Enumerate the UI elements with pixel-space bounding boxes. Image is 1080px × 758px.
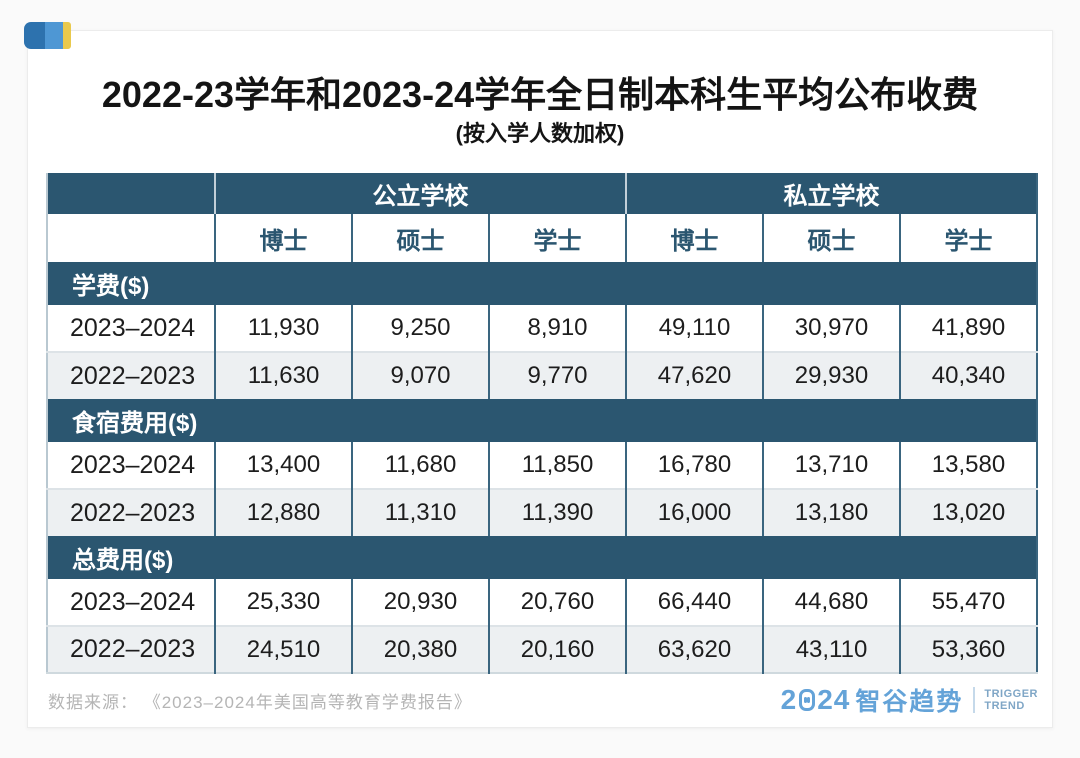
value-cell: 66,440 bbox=[625, 579, 763, 626]
logo-brand-name: 智谷趋势 bbox=[855, 688, 964, 716]
table-row: 2022–2023 24,510 20,380 20,160 63,620 43,110 5… bbox=[47, 625, 1037, 673]
row-label: 2023–2024 bbox=[47, 305, 215, 352]
decoration-dark-blue-block bbox=[24, 22, 45, 49]
value-cell: 44,680 bbox=[762, 579, 900, 626]
infographic-card: 2022-23学年和2023-24学年全日制本科生平均公布收费 (按入学人数加权… bbox=[27, 30, 1053, 728]
value-cell: 11,850 bbox=[488, 442, 626, 489]
value-cell: 49,110 bbox=[625, 305, 763, 352]
column-header: 学士 bbox=[488, 214, 626, 262]
value-cell: 11,680 bbox=[351, 442, 489, 489]
value-cell: 9,770 bbox=[488, 351, 626, 399]
card-footer: 数据来源： 《2023–2024年美国高等教育学费报告》 2 24 智谷趋势 TR… bbox=[46, 683, 1038, 717]
table-row: 2023–2024 25,330 20,930 20,760 66,440 44,680 5… bbox=[47, 579, 1037, 626]
group-header: 公立学校 bbox=[214, 173, 626, 214]
page-title: 2022-23学年和2023-24学年全日制本科生平均公布收费 bbox=[101, 74, 979, 115]
value-cell: 20,930 bbox=[351, 579, 489, 626]
section-header-row: 学费($) bbox=[47, 262, 1037, 305]
value-cell: 25,330 bbox=[214, 579, 352, 626]
logo-year-right: 24 bbox=[817, 684, 851, 715]
value-cell: 13,020 bbox=[899, 488, 1037, 536]
logo-tagline: TRIGGER TREND bbox=[984, 688, 1038, 712]
logo-tagline-line1: TRIGGER bbox=[984, 688, 1038, 700]
value-cell: 43,110 bbox=[762, 625, 900, 673]
value-cell: 55,470 bbox=[899, 579, 1037, 626]
tuition-table: 公立学校 私立学校 博士 硕士 学士 博士 硕士 学士 学费($) 2023–2024 11,93… bbox=[46, 173, 1038, 674]
value-cell: 24,510 bbox=[214, 625, 352, 673]
value-cell: 13,710 bbox=[762, 442, 900, 489]
value-cell: 29,930 bbox=[762, 351, 900, 399]
section-label: 学费($) bbox=[47, 262, 1037, 305]
column-header: 博士 bbox=[214, 214, 352, 262]
value-cell: 11,630 bbox=[214, 351, 352, 399]
corner-decoration bbox=[24, 22, 71, 49]
decoration-light-blue-block bbox=[45, 22, 63, 49]
row-label: 2022–2023 bbox=[47, 625, 215, 673]
value-cell: 40,340 bbox=[899, 351, 1037, 399]
value-cell: 13,580 bbox=[899, 442, 1037, 489]
value-cell: 53,360 bbox=[899, 625, 1037, 673]
table-body: 学费($) 2023–2024 11,930 9,250 8,910 49,110 30,9… bbox=[47, 262, 1037, 673]
section-label: 总费用($) bbox=[47, 536, 1037, 579]
decoration-yellow-stripe bbox=[63, 22, 71, 49]
data-source-text: 数据来源： 《2023–2024年美国高等教育学费报告》 bbox=[48, 692, 472, 712]
value-cell: 30,970 bbox=[762, 305, 900, 352]
row-label: 2022–2023 bbox=[47, 488, 215, 536]
table-head: 公立学校 私立学校 博士 硕士 学士 博士 硕士 学士 bbox=[47, 173, 1037, 262]
value-cell: 11,310 bbox=[351, 488, 489, 536]
logo-tagline-line2: TREND bbox=[984, 700, 1025, 712]
corner-cell bbox=[47, 173, 215, 214]
section-label: 食宿费用($) bbox=[47, 399, 1037, 442]
value-cell: 63,620 bbox=[625, 625, 763, 673]
table-row: 2022–2023 11,630 9,070 9,770 47,620 29,930 40,… bbox=[47, 351, 1037, 399]
value-cell: 12,880 bbox=[214, 488, 352, 536]
table-row: 2022–2023 12,880 11,310 11,390 16,000 13,180 1… bbox=[47, 488, 1037, 536]
value-cell: 13,180 bbox=[762, 488, 900, 536]
value-cell: 47,620 bbox=[625, 351, 763, 399]
value-cell: 20,760 bbox=[488, 579, 626, 626]
value-cell: 41,890 bbox=[899, 305, 1037, 352]
value-cell: 11,930 bbox=[214, 305, 352, 352]
value-cell: 16,000 bbox=[625, 488, 763, 536]
table-row: 2023–2024 13,400 11,680 11,850 16,780 13,710 1… bbox=[47, 442, 1037, 489]
section-header-row: 食宿费用($) bbox=[47, 399, 1037, 442]
logo-year: 2 24 bbox=[781, 684, 851, 716]
value-cell: 9,070 bbox=[351, 351, 489, 399]
value-cell: 11,390 bbox=[488, 488, 626, 536]
robot-face-icon bbox=[799, 689, 816, 711]
table-row: 2023–2024 11,930 9,250 8,910 49,110 30,970 41,… bbox=[47, 305, 1037, 352]
value-cell: 20,380 bbox=[351, 625, 489, 673]
column-header: 学士 bbox=[899, 214, 1037, 262]
row-label: 2023–2024 bbox=[47, 579, 215, 626]
page-subtitle: (按入学人数加权) bbox=[455, 121, 625, 146]
row-label: 2022–2023 bbox=[47, 351, 215, 399]
brand-logo: 2 24 智谷趋势 TRIGGER TREND bbox=[781, 682, 1038, 718]
value-cell: 9,250 bbox=[351, 305, 489, 352]
table-column-header-row: 博士 硕士 学士 博士 硕士 学士 bbox=[47, 214, 1037, 262]
row-label-header bbox=[47, 214, 215, 262]
value-cell: 16,780 bbox=[625, 442, 763, 489]
logo-year-left: 2 bbox=[780, 684, 798, 715]
section-header-row: 总费用($) bbox=[47, 536, 1037, 579]
table-group-header-row: 公立学校 私立学校 bbox=[47, 173, 1037, 214]
value-cell: 20,160 bbox=[488, 625, 626, 673]
group-header: 私立学校 bbox=[625, 173, 1037, 214]
value-cell: 13,400 bbox=[214, 442, 352, 489]
value-cell: 8,910 bbox=[488, 305, 626, 352]
column-header: 博士 bbox=[625, 214, 763, 262]
row-label: 2023–2024 bbox=[47, 442, 215, 489]
logo-divider bbox=[973, 687, 976, 713]
column-header: 硕士 bbox=[762, 214, 900, 262]
column-header: 硕士 bbox=[351, 214, 489, 262]
